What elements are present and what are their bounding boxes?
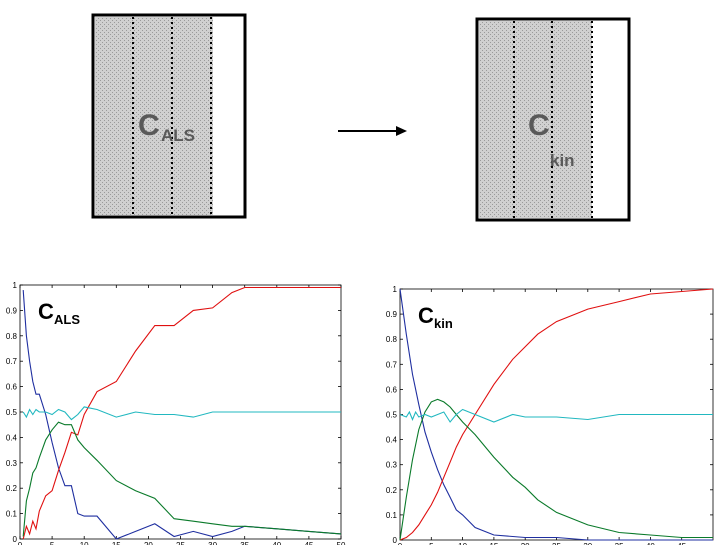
c-als-x-tick-label: 35	[240, 541, 249, 545]
c-als-x-tick-label: 30	[208, 541, 217, 545]
matrix-c-kin: C kin	[475, 17, 631, 222]
c-als-y-tick-label: 0.8	[6, 332, 18, 341]
c-kin-y-tick-label: 0.1	[386, 511, 398, 520]
c-als-x-tick-label: 5	[50, 541, 55, 545]
c-kin-y-tick-label: 0.5	[386, 411, 398, 420]
c-kin-y-tick-label: 0.9	[386, 310, 398, 319]
c-als-y-tick-label: 0.5	[6, 408, 18, 417]
c-kin-y-tick-label: 0.2	[386, 486, 398, 495]
c-kin-plot-title-subscript: kin	[434, 316, 453, 331]
c-als-y-tick-label: 0.6	[6, 383, 18, 392]
c-als-y-tick-label: 0.9	[6, 306, 18, 315]
c-als-x-tick-label: 25	[176, 541, 185, 545]
matrix-c-kin-subscript: kin	[550, 151, 575, 170]
c-als-series-cyan	[22, 406, 341, 421]
c-als-y-tick-label: 1	[13, 281, 18, 290]
c-kin-y-tick-label: 1	[393, 285, 398, 294]
c-kin-y-tick-label: 0.7	[386, 360, 398, 369]
c-als-x-tick-label: 40	[272, 541, 281, 545]
c-als-series-green	[22, 421, 342, 537]
plot-c-als: 00.10.20.30.40.50.60.70.80.9105101520253…	[6, 281, 346, 550]
c-als-y-tick-label: 0.1	[6, 510, 18, 519]
c-als-x-tick-label: 0	[18, 541, 23, 545]
c-kin-y-tick-label: 0.6	[386, 385, 398, 394]
c-als-x-tick-label: 20	[144, 541, 153, 545]
c-kin-series-green	[399, 398, 713, 541]
c-als-plot-title-subscript: ALS	[54, 312, 80, 327]
matrix-c-kin-fill	[479, 21, 592, 218]
c-als-y-tick-label: 0.4	[6, 433, 18, 442]
c-als-x-tick-label: 15	[112, 541, 121, 545]
c-als-y-tick-label: 0.3	[6, 459, 18, 468]
c-als-plot-title: C	[38, 299, 54, 324]
matrix-c-als-label: C	[138, 109, 160, 142]
c-kin-plot-title: C	[418, 303, 434, 328]
c-als-x-tick-label: 10	[80, 541, 89, 545]
c-kin-series-blue	[399, 288, 713, 541]
c-als-y-tick-label: 0	[13, 535, 18, 544]
transform-arrow	[338, 126, 407, 136]
c-als-y-tick-label: 0.2	[6, 484, 18, 493]
c-als-series-red	[22, 286, 341, 540]
c-kin-y-tick-label: 0.4	[386, 436, 398, 445]
c-als-x-tick-label: 50	[337, 541, 346, 545]
c-als-x-tick-label: 45	[304, 541, 313, 545]
matrix-c-als-subscript: ALS	[161, 126, 195, 145]
c-kin-y-tick-label: 0.3	[386, 461, 398, 470]
c-kin-y-tick-label: 0.8	[386, 335, 398, 344]
c-kin-y-tick-label: 0	[393, 536, 398, 545]
c-als-y-tick-label: 0.7	[6, 357, 18, 366]
c-kin-series-cyan	[399, 408, 713, 423]
c-als-series-blue	[22, 290, 342, 540]
matrix-c-als-fill	[95, 17, 213, 215]
arrow-head	[396, 126, 407, 136]
matrix-c-als: C ALS	[91, 13, 247, 219]
plot-c-kin: 00.10.20.30.40.50.60.70.80.9105101520253…	[386, 285, 714, 550]
matrix-c-kin-label: C	[528, 109, 550, 142]
